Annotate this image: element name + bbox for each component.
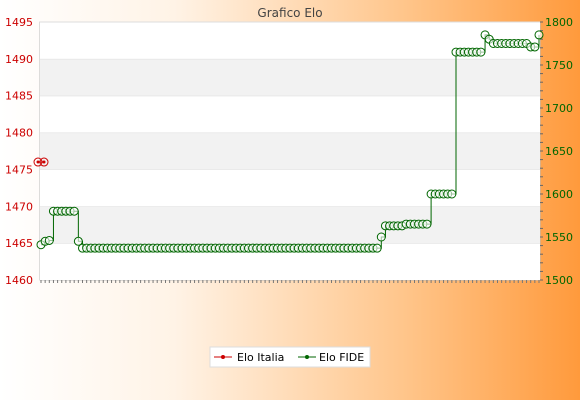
- grid-band: [40, 95, 540, 133]
- series-elo-italia: [33, 157, 49, 167]
- data-point-fide: [534, 30, 544, 40]
- series-elo-fide: [36, 30, 544, 253]
- left-tick-label: 1475: [5, 163, 33, 176]
- left-tick-label: 1485: [5, 90, 33, 103]
- left-tick-label: 1495: [5, 16, 33, 29]
- right-axis: 1500 1550 1600 1650 1700 1750 1800: [540, 16, 573, 287]
- data-point-fide: [422, 219, 432, 229]
- grid-band: [40, 206, 540, 244]
- data-point-italia-dot: [36, 160, 40, 164]
- data-point-italia: [39, 157, 49, 167]
- right-tick-label: 1500: [545, 274, 573, 287]
- data-point-fide: [447, 189, 457, 199]
- data-point-fide: [530, 42, 540, 52]
- legend: Elo Italia Elo FIDE: [209, 346, 371, 368]
- right-tick-label: 1650: [545, 145, 573, 158]
- grid-band: [40, 58, 540, 96]
- right-tick-label: 1800: [545, 16, 573, 29]
- x-axis: [40, 280, 540, 283]
- chart-title: Grafico Elo: [257, 6, 322, 20]
- legend-label-fide: Elo FIDE: [319, 351, 364, 364]
- right-tick-label: 1700: [545, 102, 573, 115]
- data-point-fide: [476, 47, 486, 57]
- legend-label-italia: Elo Italia: [237, 351, 284, 364]
- legend-marker-fide: [305, 355, 309, 359]
- grid-band: [40, 132, 540, 170]
- data-point-fide: [44, 235, 54, 245]
- left-tick-label: 1465: [5, 237, 33, 250]
- data-point-fide: [69, 206, 79, 216]
- left-tick-label: 1460: [5, 274, 33, 287]
- right-tick-label: 1550: [545, 231, 573, 244]
- data-point-italia: [33, 157, 43, 167]
- right-tick-label: 1750: [545, 59, 573, 72]
- data-point-fide: [73, 236, 83, 246]
- legend-marker-italia: [221, 355, 225, 359]
- data-point-fide: [376, 232, 386, 242]
- grid-band: [40, 169, 540, 207]
- data-point-fide: [372, 243, 382, 253]
- left-axis: 1460 1465 1470 1475 1480 1485 1490 1495: [5, 16, 33, 287]
- grid-bands: [40, 21, 540, 280]
- left-tick-label: 1490: [5, 53, 33, 66]
- data-point-italia-dot: [42, 160, 46, 164]
- right-tick-label: 1600: [545, 188, 573, 201]
- left-tick-label: 1470: [5, 200, 33, 213]
- legend-box: [209, 346, 371, 368]
- left-tick-label: 1480: [5, 127, 33, 140]
